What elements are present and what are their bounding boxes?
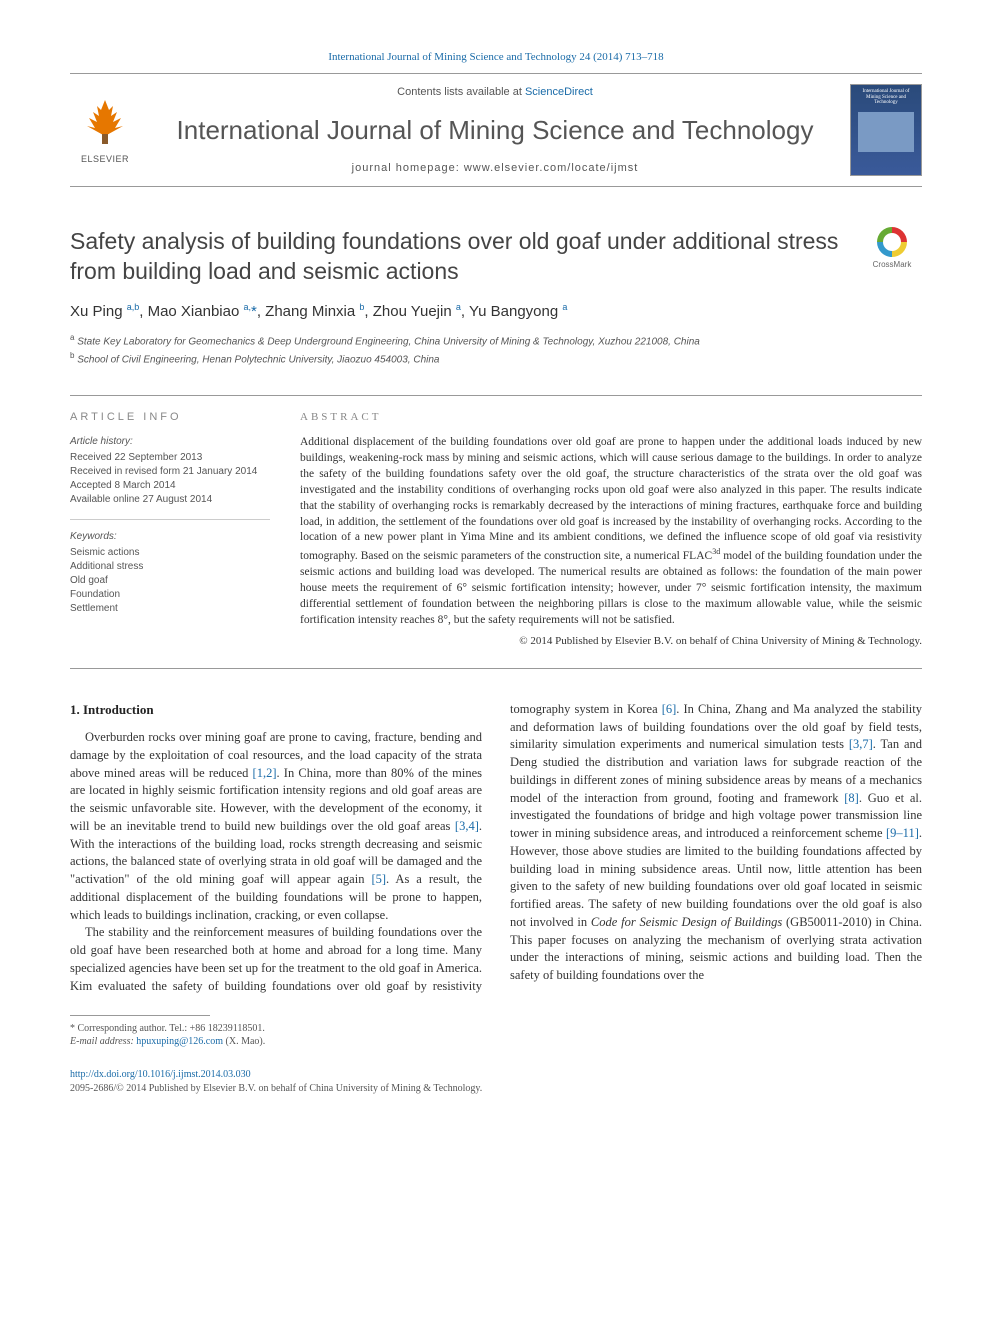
keyword: Seismic actions bbox=[70, 546, 270, 560]
page-root: International Journal of Mining Science … bbox=[0, 0, 992, 1136]
abstract-copyright: © 2014 Published by Elsevier B.V. on beh… bbox=[300, 634, 922, 649]
header-citation: International Journal of Mining Science … bbox=[70, 50, 922, 65]
journal-homepage: journal homepage: www.elsevier.com/locat… bbox=[154, 161, 836, 176]
affiliation-a: a State Key Laboratory for Geomechanics … bbox=[70, 332, 922, 349]
doi-link[interactable]: http://dx.doi.org/10.1016/j.ijmst.2014.0… bbox=[70, 1069, 251, 1080]
publisher-name: ELSEVIER bbox=[81, 153, 129, 166]
cover-image-placeholder bbox=[858, 112, 914, 152]
keyword: Settlement bbox=[70, 602, 270, 616]
issn-copyright: 2095-2686/© 2014 Published by Elsevier B… bbox=[70, 1082, 922, 1096]
page-footer: http://dx.doi.org/10.1016/j.ijmst.2014.0… bbox=[70, 1068, 922, 1096]
author-list: Xu Ping a,b, Mao Xianbiao a,*, Zhang Min… bbox=[70, 301, 922, 322]
sciencedirect-link[interactable]: ScienceDirect bbox=[525, 86, 593, 98]
masthead-center: Contents lists available at ScienceDirec… bbox=[154, 85, 836, 176]
title-row: Safety analysis of building foundations … bbox=[70, 227, 922, 287]
history-revised: Received in revised form 21 January 2014 bbox=[70, 465, 270, 479]
contents-line: Contents lists available at ScienceDirec… bbox=[154, 85, 836, 100]
corr-email-line: E-mail address: hpuxuping@126.com (X. Ma… bbox=[70, 1035, 922, 1048]
history-received: Received 22 September 2013 bbox=[70, 451, 270, 465]
affiliation-text: School of Civil Engineering, Henan Polyt… bbox=[77, 354, 439, 365]
abstract-block: ABSTRACT Additional displacement of the … bbox=[300, 410, 922, 650]
keyword: Foundation bbox=[70, 588, 270, 602]
info-divider bbox=[70, 519, 270, 520]
keywords-label: Keywords: bbox=[70, 530, 270, 544]
affiliation-text: State Key Laboratory for Geomechanics & … bbox=[77, 337, 700, 348]
corr-email-link[interactable]: hpuxuping@126.com bbox=[136, 1036, 223, 1047]
body-columns: 1. Introduction Overburden rocks over mi… bbox=[70, 701, 922, 996]
history-online: Available online 27 August 2014 bbox=[70, 493, 270, 507]
corresponding-author-footnote: * Corresponding author. Tel.: +86 182391… bbox=[70, 1022, 922, 1048]
history-label: Article history: bbox=[70, 435, 270, 449]
masthead: ELSEVIER Contents lists available at Sci… bbox=[70, 73, 922, 187]
email-who: (X. Mao). bbox=[223, 1036, 265, 1047]
email-label: E-mail address: bbox=[70, 1036, 136, 1047]
journal-cover-thumbnail: International Journal of Mining Science … bbox=[850, 84, 922, 176]
article-title: Safety analysis of building foundations … bbox=[70, 227, 844, 287]
affiliation-b: b School of Civil Engineering, Henan Pol… bbox=[70, 350, 922, 367]
homepage-prefix: journal homepage: bbox=[352, 162, 464, 174]
journal-title: International Journal of Mining Science … bbox=[154, 112, 836, 148]
publisher-logo: ELSEVIER bbox=[70, 90, 140, 170]
keyword: Old goaf bbox=[70, 574, 270, 588]
body-paragraph: Overburden rocks over mining goaf are pr… bbox=[70, 729, 482, 924]
article-info: ARTICLE INFO Article history: Received 2… bbox=[70, 410, 270, 650]
article-info-label: ARTICLE INFO bbox=[70, 410, 270, 425]
history-accepted: Accepted 8 March 2014 bbox=[70, 479, 270, 493]
footnote-rule bbox=[70, 1015, 210, 1016]
crossmark-label: CrossMark bbox=[873, 259, 912, 270]
affiliations: a State Key Laboratory for Geomechanics … bbox=[70, 332, 922, 367]
elsevier-tree-icon bbox=[83, 96, 127, 153]
keyword: Additional stress bbox=[70, 560, 270, 574]
crossmark-badge[interactable]: CrossMark bbox=[862, 227, 922, 270]
section-heading-introduction: 1. Introduction bbox=[70, 701, 482, 719]
abstract-text: Additional displacement of the building … bbox=[300, 435, 922, 628]
homepage-url: www.elsevier.com/locate/ijmst bbox=[464, 162, 639, 174]
cover-title: International Journal of Mining Science … bbox=[855, 89, 917, 106]
info-abstract-row: ARTICLE INFO Article history: Received 2… bbox=[70, 395, 922, 669]
corr-author-line: * Corresponding author. Tel.: +86 182391… bbox=[70, 1022, 922, 1035]
crossmark-icon bbox=[877, 227, 907, 257]
contents-prefix: Contents lists available at bbox=[397, 86, 525, 98]
abstract-label: ABSTRACT bbox=[300, 410, 922, 425]
